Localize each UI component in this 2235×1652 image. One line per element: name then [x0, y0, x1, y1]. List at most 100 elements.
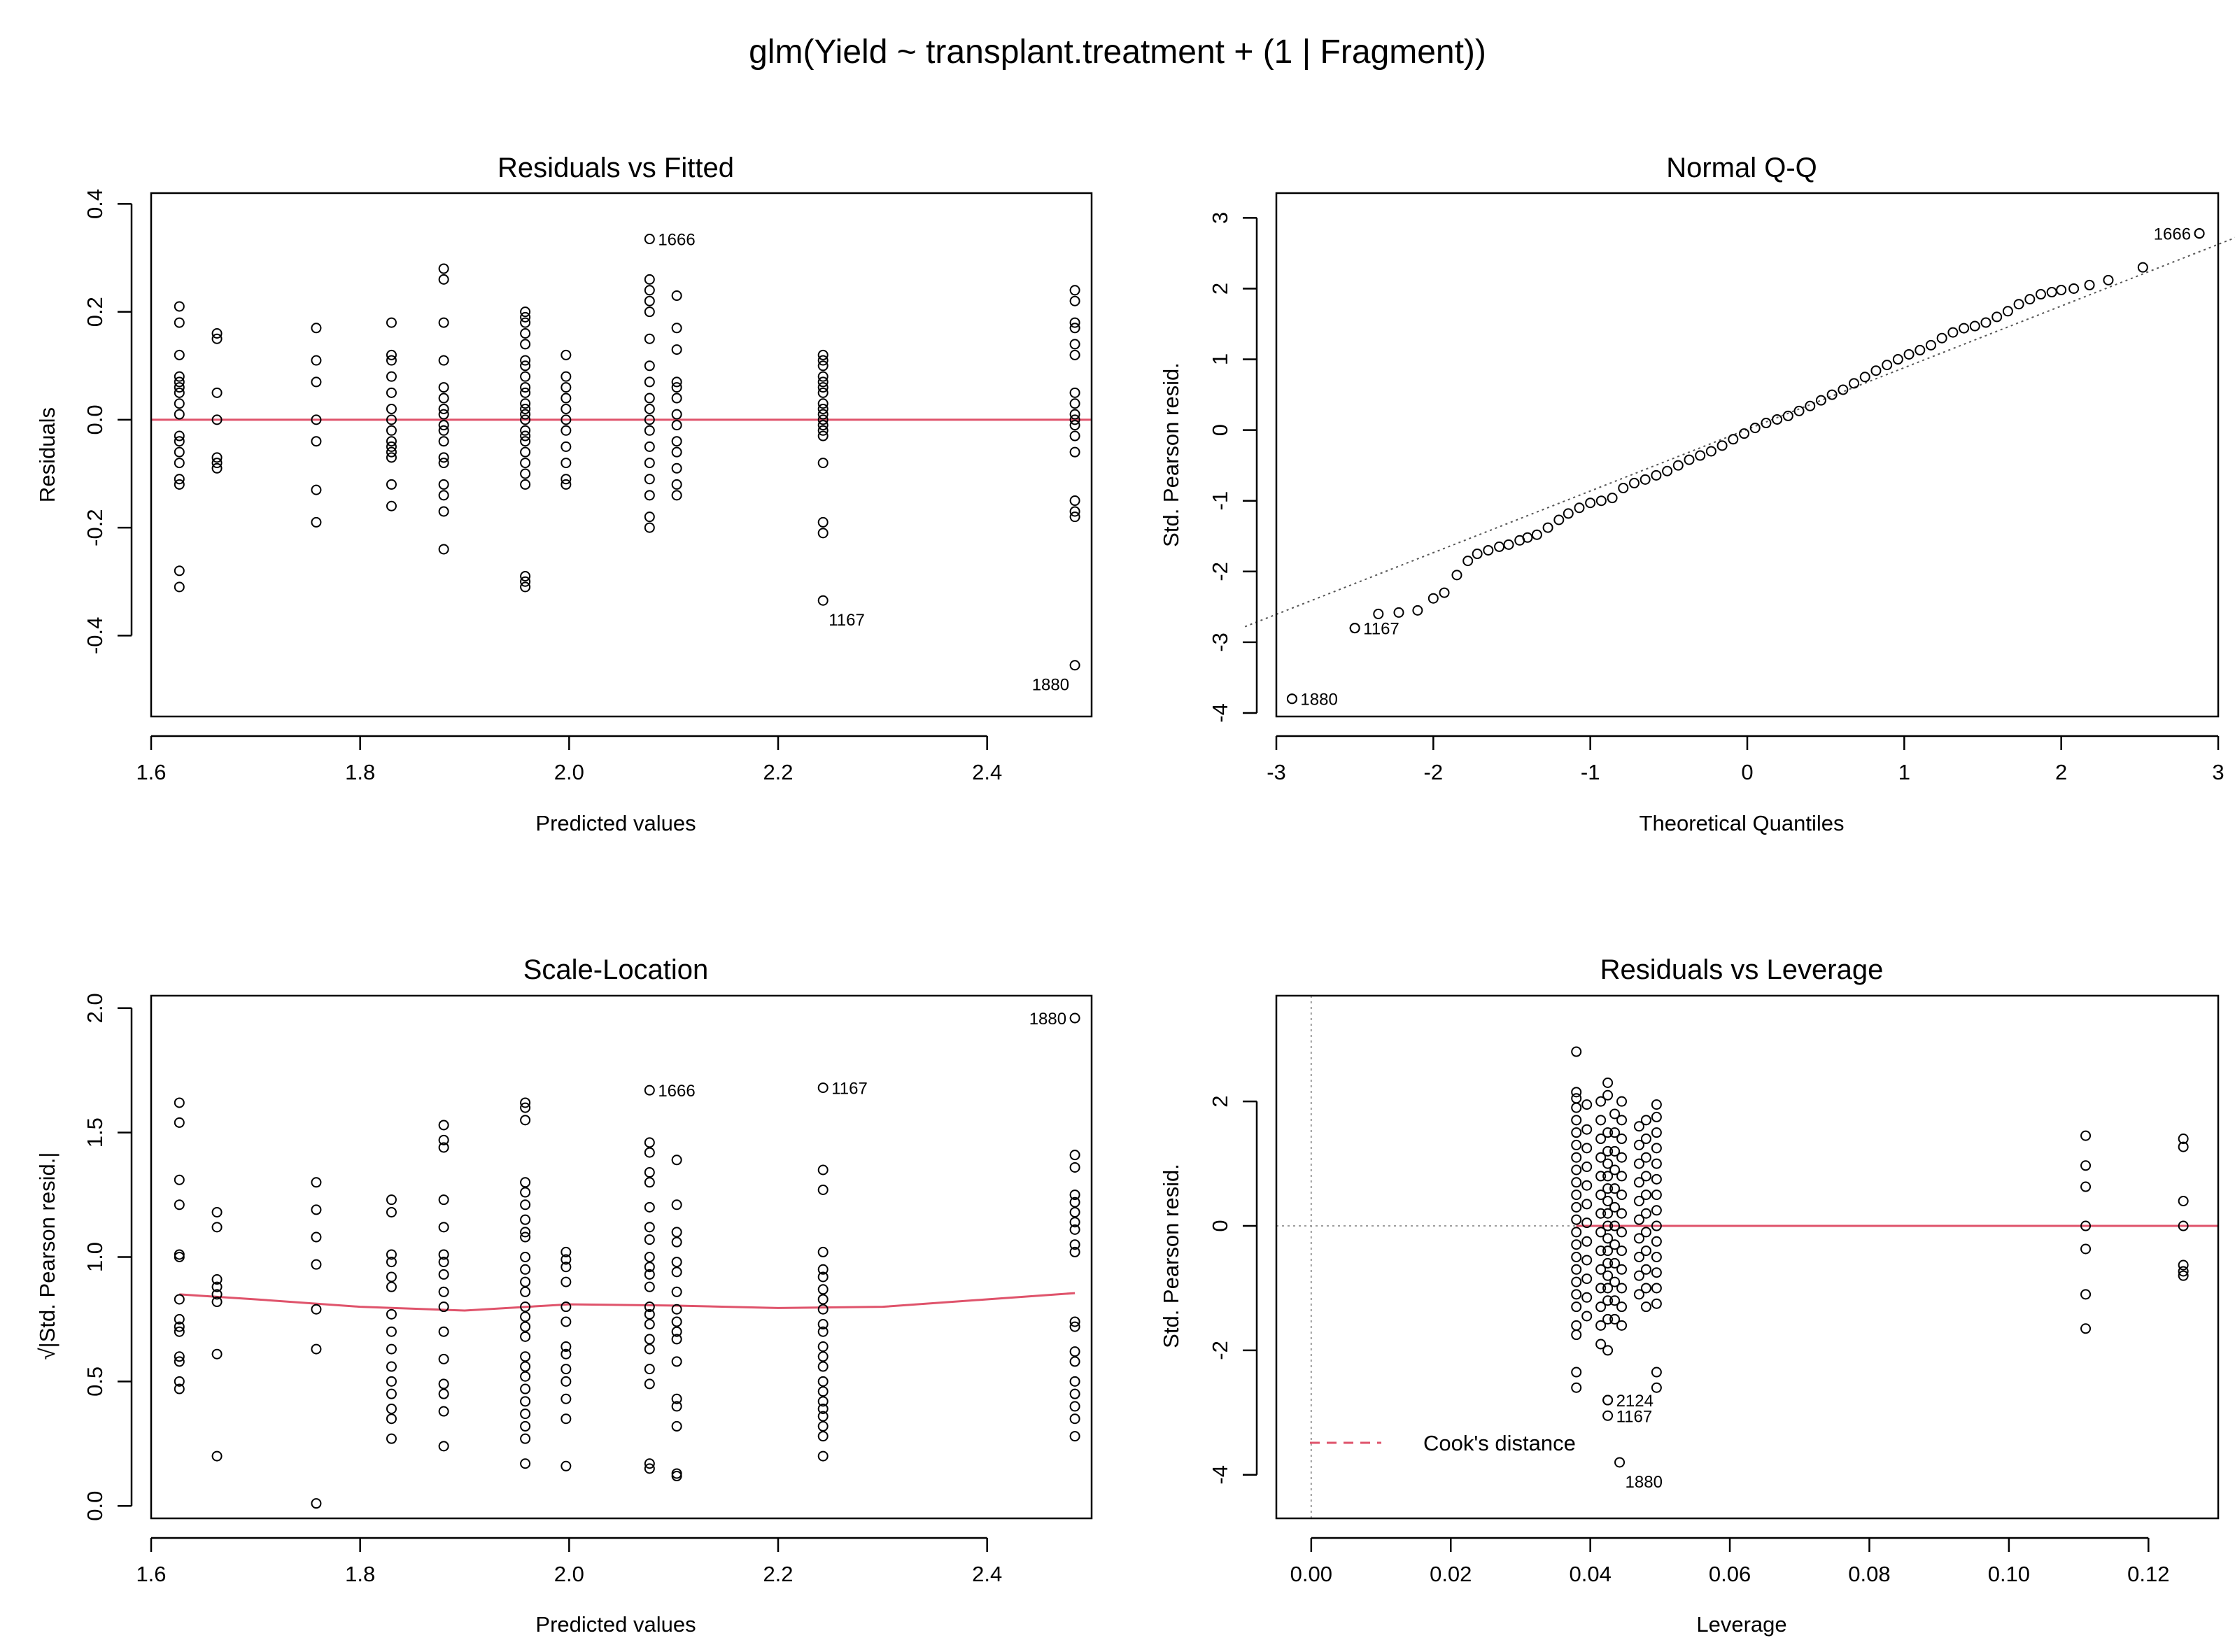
data-point [1531, 529, 1542, 540]
data-point [438, 1194, 449, 1206]
y-tick-label: -0.2 [83, 509, 107, 546]
data-point [1616, 1227, 1628, 1238]
data-point [520, 1231, 531, 1243]
data-point [386, 1388, 397, 1399]
data-point [1069, 349, 1080, 360]
y-tick-label: 1 [1208, 353, 1232, 365]
data-point [1716, 440, 1728, 451]
data-point [644, 414, 655, 425]
data-point [520, 371, 531, 382]
y-axis-label: Residuals [35, 407, 59, 502]
data-point [560, 403, 572, 414]
data-point [1595, 1096, 1607, 1107]
data-point [2080, 1160, 2092, 1171]
outlier-label: 1666 [658, 231, 695, 250]
data-point [817, 1319, 829, 1330]
data-point [671, 1393, 682, 1404]
outlier-point [1349, 623, 1360, 634]
data-point [560, 458, 572, 469]
data-point [1892, 354, 1903, 365]
data-point [520, 339, 531, 350]
outlier-label: 1167 [831, 1080, 868, 1099]
data-point [1616, 1115, 1628, 1126]
data-point [1616, 1152, 1628, 1163]
data-point [644, 1463, 655, 1474]
data-point [644, 1234, 655, 1245]
data-point [817, 360, 829, 372]
data-point [1069, 1388, 1080, 1399]
data-point [1980, 317, 1991, 328]
data-point [520, 1252, 531, 1262]
x-axis-label: Theoretical Quantiles [1640, 811, 1845, 835]
data-point [311, 1231, 322, 1243]
data-point [174, 1117, 185, 1128]
data-point [520, 576, 531, 587]
data-point [1542, 522, 1553, 533]
data-point [2084, 279, 2095, 290]
data-point [671, 382, 682, 393]
data-point [1793, 405, 1805, 416]
data-point [560, 382, 572, 393]
x-tick-label: 2.4 [972, 760, 1002, 784]
data-point [211, 1281, 223, 1292]
data-point [817, 528, 829, 539]
data-point [1616, 1245, 1628, 1257]
data-point [671, 409, 682, 420]
data-point [174, 430, 185, 442]
data-point [817, 1341, 829, 1353]
outlier-label: 1880 [1032, 676, 1069, 695]
data-point [2080, 1323, 2092, 1334]
data-point [2103, 274, 2114, 285]
outlier-label: 1167 [829, 611, 865, 630]
data-point [1553, 514, 1565, 525]
data-point [1640, 1301, 1651, 1313]
data-point [438, 263, 449, 274]
data-point [1695, 450, 1706, 461]
data-point [817, 1326, 829, 1337]
data-point [386, 452, 397, 463]
data-point [1618, 483, 1629, 494]
data-point [1616, 1283, 1628, 1294]
data-point [2178, 1141, 2189, 1152]
data-point [211, 414, 223, 425]
data-point [1585, 497, 1596, 509]
data-point [386, 387, 397, 398]
data-point [1595, 1208, 1607, 1219]
data-point [1571, 1177, 1582, 1188]
data-point [1069, 420, 1080, 431]
data-point [644, 1343, 655, 1355]
data-point [311, 484, 322, 495]
data-point [817, 371, 829, 382]
data-point [174, 446, 185, 458]
data-point [671, 1199, 682, 1210]
legend-label: Cook's distance [1423, 1431, 1576, 1455]
data-point [311, 1177, 322, 1188]
data-point [311, 376, 322, 388]
data-point [1628, 477, 1640, 488]
data-point [817, 458, 829, 469]
data-point [438, 1353, 449, 1364]
data-point [386, 436, 397, 447]
data-point [520, 317, 531, 328]
data-point [1805, 400, 1816, 411]
data-point [817, 1271, 829, 1283]
data-point [520, 1102, 531, 1113]
data-point [671, 446, 682, 458]
data-point [817, 1304, 829, 1315]
data-point [1595, 1171, 1607, 1182]
data-point [1651, 1173, 1662, 1185]
data-point [1069, 414, 1080, 425]
data-point [1571, 1252, 1582, 1262]
data-point [1651, 1298, 1662, 1309]
data-point [2068, 283, 2080, 294]
data-point [1925, 339, 1936, 351]
data-point [671, 1334, 682, 1345]
data-point [1651, 1236, 1662, 1247]
data-point [1616, 1134, 1628, 1145]
data-point [644, 1319, 655, 1330]
data-point [311, 414, 322, 425]
x-axis-label: Predicted values [535, 811, 696, 835]
data-point [1616, 1208, 1628, 1219]
data-point [1571, 1301, 1582, 1313]
data-point [1069, 339, 1080, 350]
